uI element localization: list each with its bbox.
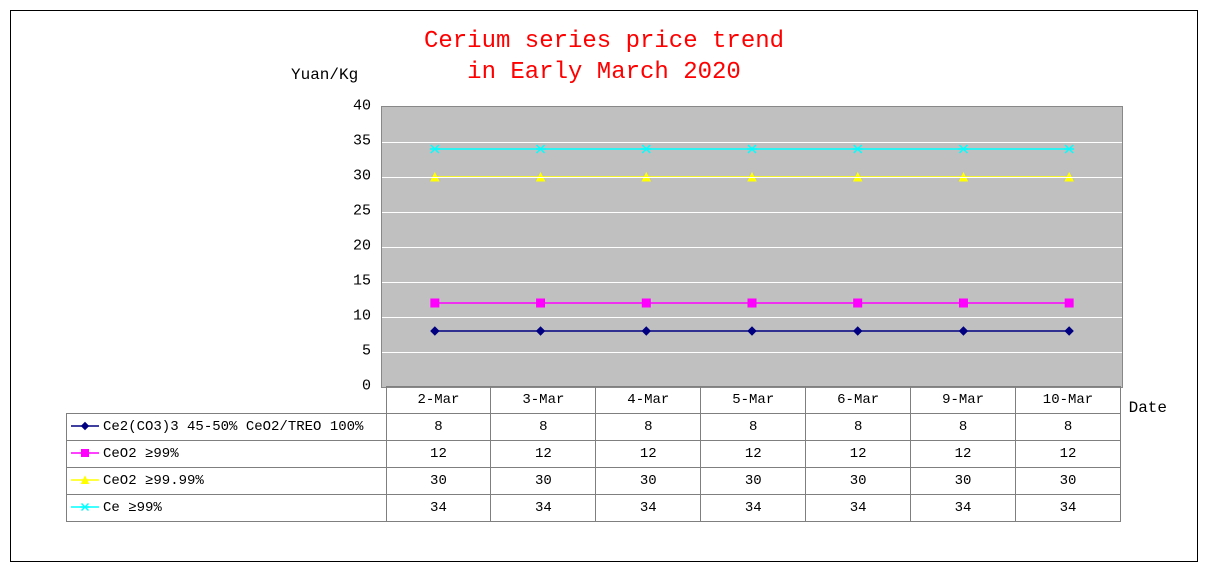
y-tick-label: 0 [331,378,371,395]
x-tick-label: 5-Mar [701,387,806,414]
data-cell: 34 [911,495,1016,522]
gridline [382,177,1122,178]
data-cell: 8 [701,414,806,441]
legend-marker-icon [71,480,99,481]
legend-text: CeO2 ≥99% [103,446,179,462]
gridline [382,317,1122,318]
y-tick-label: 15 [331,273,371,290]
series-legend-label: CeO2 ≥99.99% [67,468,387,495]
legend-marker-icon [71,507,99,508]
series-legend-label: Ce ≥99% [67,495,387,522]
legend-text: Ce2(CO3)3 45-50% CeO2/TREO 100% [103,419,363,435]
data-cell: 34 [596,495,701,522]
data-cell: 12 [806,441,911,468]
series-marker [537,299,545,307]
series-marker [959,299,967,307]
chart-title: Cerium series price trend in Early March… [11,26,1197,88]
legend-marker-icon [71,453,99,454]
x-tick-label: 4-Mar [596,387,701,414]
data-cell: 8 [491,414,596,441]
series-marker [1064,145,1074,153]
data-cell: 34 [491,495,596,522]
x-tick-label: 3-Mar [491,387,596,414]
data-cell: 30 [806,468,911,495]
series-marker [1065,327,1073,335]
data-cell: 30 [701,468,806,495]
data-cell: 8 [1016,414,1121,441]
y-tick-label: 5 [331,343,371,360]
data-cell: 30 [491,468,596,495]
gridline [382,282,1122,283]
series-marker [747,145,757,153]
gridline [382,247,1122,248]
data-cell: 12 [491,441,596,468]
data-cell: 8 [596,414,701,441]
x-tick-label: 9-Mar [911,387,1016,414]
series-marker [642,299,650,307]
legend-text: CeO2 ≥99.99% [103,473,204,489]
data-cell: 34 [806,495,911,522]
title-line2: in Early March 2020 [467,59,741,86]
series-marker [537,327,545,335]
data-cell: 8 [386,414,491,441]
series-marker [853,145,863,153]
data-cell: 12 [701,441,806,468]
y-tick-label: 35 [331,133,371,150]
series-legend-label: CeO2 ≥99% [67,441,387,468]
series-marker [431,327,439,335]
data-cell: 12 [1016,441,1121,468]
y-axis-label: Yuan/Kg [291,66,358,84]
chart-container: Cerium series price trend in Early March… [10,10,1198,562]
series-marker [854,327,862,335]
series-marker [536,145,546,153]
gridline [382,352,1122,353]
series-marker [431,299,439,307]
data-cell: 34 [386,495,491,522]
series-marker [854,299,862,307]
plot-area [381,106,1123,388]
gridline [382,142,1122,143]
x-axis-label: Date [1129,399,1167,417]
legend-marker-icon [71,426,99,427]
series-marker [958,145,968,153]
gridline [382,212,1122,213]
series-marker [430,145,440,153]
series-marker [641,145,651,153]
series-legend-label: Ce2(CO3)3 45-50% CeO2/TREO 100% [67,414,387,441]
x-tick-label: 2-Mar [386,387,491,414]
data-cell: 30 [386,468,491,495]
series-marker [959,327,967,335]
data-cell: 8 [806,414,911,441]
data-cell: 8 [911,414,1016,441]
series-marker [748,327,756,335]
x-tick-label: 6-Mar [806,387,911,414]
y-tick-label: 25 [331,203,371,220]
series-marker [1065,299,1073,307]
y-tick-label: 30 [331,168,371,185]
data-cell: 12 [386,441,491,468]
data-cell: 30 [911,468,1016,495]
title-line1: Cerium series price trend [424,28,784,55]
data-cell: 12 [596,441,701,468]
data-cell: 34 [1016,495,1121,522]
data-cell: 34 [701,495,806,522]
series-marker [642,327,650,335]
data-cell: 30 [596,468,701,495]
y-tick-label: 20 [331,238,371,255]
series-marker [748,299,756,307]
legend-text: Ce ≥99% [103,500,162,516]
y-tick-label: 40 [331,98,371,115]
y-tick-label: 10 [331,308,371,325]
data-cell: 12 [911,441,1016,468]
x-tick-label: 10-Mar [1016,387,1121,414]
data-table: 2-Mar3-Mar4-Mar5-Mar6-Mar9-Mar10-Mar Ce2(… [66,386,1121,522]
data-cell: 30 [1016,468,1121,495]
